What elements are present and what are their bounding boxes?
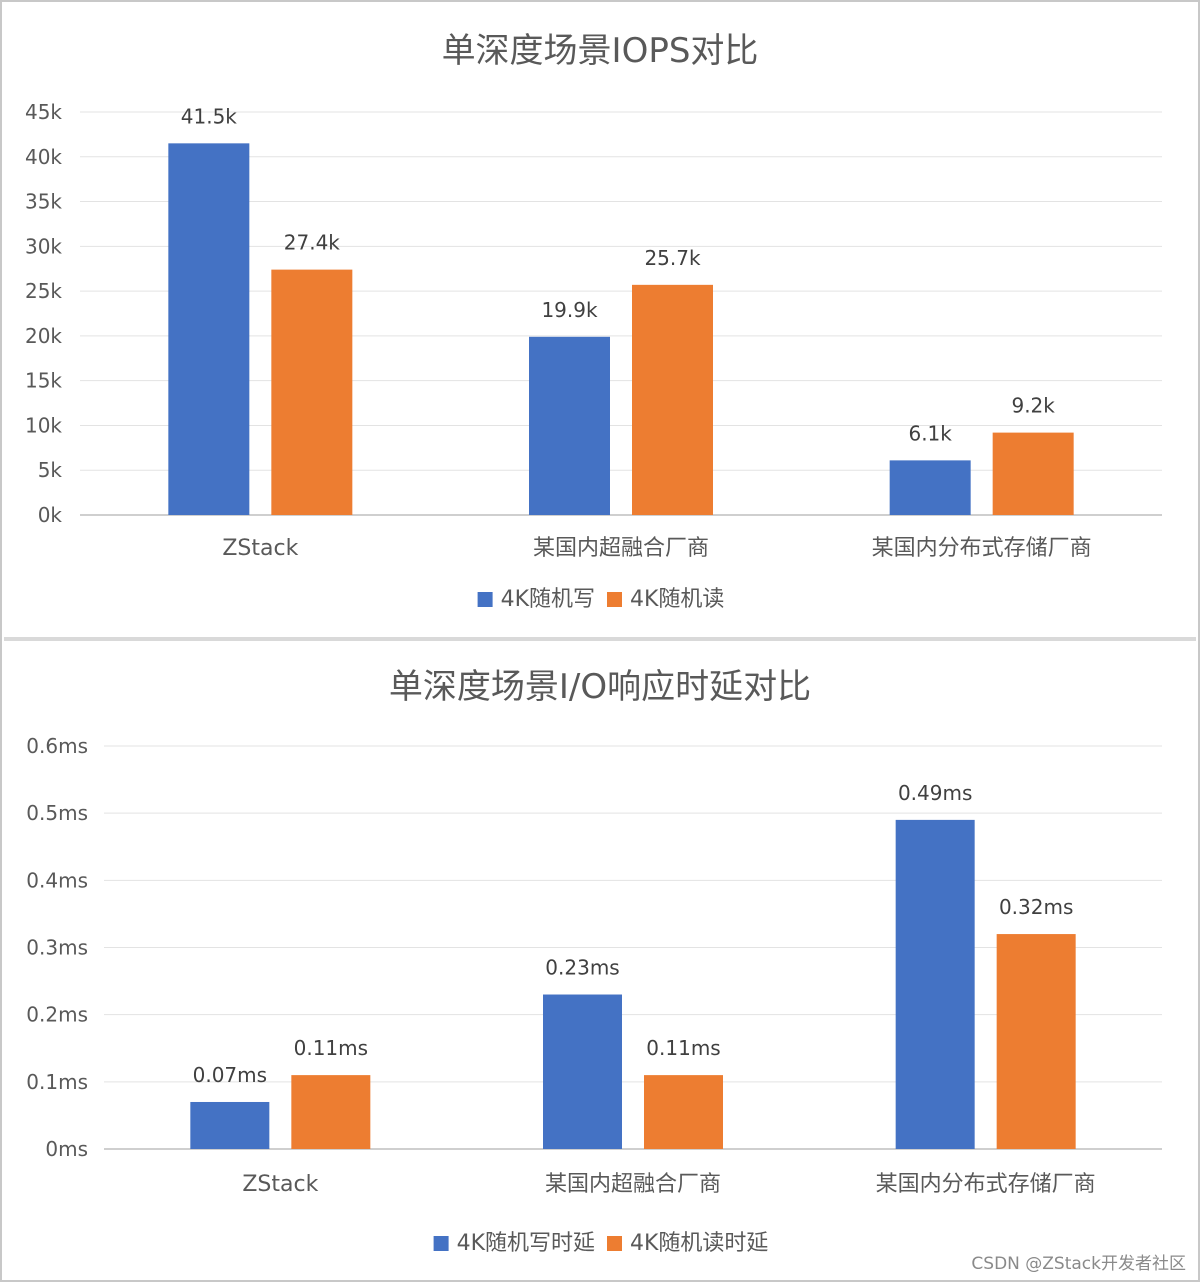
legend-label: 4K随机读 <box>630 587 724 612</box>
data-label: 6.1k <box>908 421 952 445</box>
chart-title: 单深度场景I/O响应时延对比 <box>389 667 811 707</box>
legend-label: 4K随机写时延 <box>457 1231 595 1256</box>
iops-chart-panel: 单深度场景IOPS对比 0k 5k 10k 15k 20k 25k 30k 35k 40k 45k 4… <box>8 4 1192 636</box>
bar-series1 <box>895 819 975 1149</box>
data-label: 25.7k <box>644 246 701 270</box>
legend-label: 4K随机写 <box>501 587 595 612</box>
y-tick-label: 0.3ms <box>26 936 88 960</box>
bar-series2 <box>996 934 1076 1149</box>
bar-series1 <box>168 143 250 515</box>
latency-chart: 单深度场景I/O响应时延对比 0ms 0.1ms 0.2ms 0.3ms 0.4ms 0.5… <box>26 667 1162 1256</box>
y-tick-label: 0.2ms <box>26 1003 88 1027</box>
legend-swatch <box>607 592 622 607</box>
bar-series2 <box>644 1075 723 1149</box>
data-label: 41.5k <box>181 104 238 128</box>
y-tick-label: 0.4ms <box>26 868 88 892</box>
chart-title: 单深度场景IOPS对比 <box>442 31 759 71</box>
y-tick-label: 45k <box>25 100 62 124</box>
legend-label: 4K随机读时延 <box>630 1231 768 1256</box>
x-category-label: ZStack <box>242 1172 318 1197</box>
data-label: 0.32ms <box>999 895 1073 919</box>
bar-series2 <box>632 284 713 515</box>
bar-series2 <box>271 269 353 515</box>
x-category-label: 某国内分布式存储厂商 <box>876 1172 1096 1197</box>
x-category-label: ZStack <box>222 536 298 561</box>
y-tick-label: 0.5ms <box>26 801 88 825</box>
x-category-label: 某国内超融合厂商 <box>533 536 709 561</box>
data-label: 9.2k <box>1011 394 1055 418</box>
y-tick-label: 35k <box>25 190 62 214</box>
legend-swatch <box>477 592 493 607</box>
bar-series1 <box>889 460 971 515</box>
x-category-label: 某国内分布式存储厂商 <box>872 536 1092 561</box>
y-tick-label: 20k <box>25 324 62 348</box>
legend-swatch <box>433 1236 449 1251</box>
data-label: 0.23ms <box>545 956 619 980</box>
data-label: 0.07ms <box>193 1063 267 1087</box>
y-tick-label: 0.1ms <box>26 1070 88 1094</box>
data-label: 0.49ms <box>898 781 972 805</box>
bar-series2 <box>291 1075 371 1149</box>
y-tick-label: 0ms <box>45 1137 88 1161</box>
data-label: 0.11ms <box>646 1036 720 1060</box>
bar-series2 <box>992 432 1074 515</box>
panel-divider <box>4 637 1196 641</box>
y-tick-label: 0.6ms <box>26 734 88 758</box>
y-tick-label: 25k <box>25 279 62 303</box>
y-tick-label: 5k <box>38 458 63 482</box>
y-tick-label: 15k <box>25 369 62 393</box>
y-tick-label: 30k <box>25 234 62 258</box>
data-label: 19.9k <box>541 298 598 322</box>
y-tick-label: 40k <box>25 145 62 169</box>
data-label: 27.4k <box>284 231 341 255</box>
bar-series1 <box>543 994 622 1149</box>
bar-series1 <box>190 1101 270 1149</box>
y-tick-label: 0k <box>38 503 63 527</box>
x-category-label: 某国内超融合厂商 <box>545 1172 721 1197</box>
data-label: 0.11ms <box>294 1036 368 1060</box>
watermark-text: CSDN @ZStack开发者社区 <box>971 1254 1186 1274</box>
legend-swatch <box>607 1236 622 1251</box>
latency-chart-panel: 单深度场景I/O响应时延对比 0ms 0.1ms 0.2ms 0.3ms 0.4ms 0.5… <box>8 642 1192 1276</box>
bar-series1 <box>529 336 610 515</box>
y-tick-label: 10k <box>25 413 62 437</box>
iops-chart: 单深度场景IOPS对比 0k 5k 10k 15k 20k 25k 30k 35k 40k 45k 4… <box>25 31 1162 612</box>
